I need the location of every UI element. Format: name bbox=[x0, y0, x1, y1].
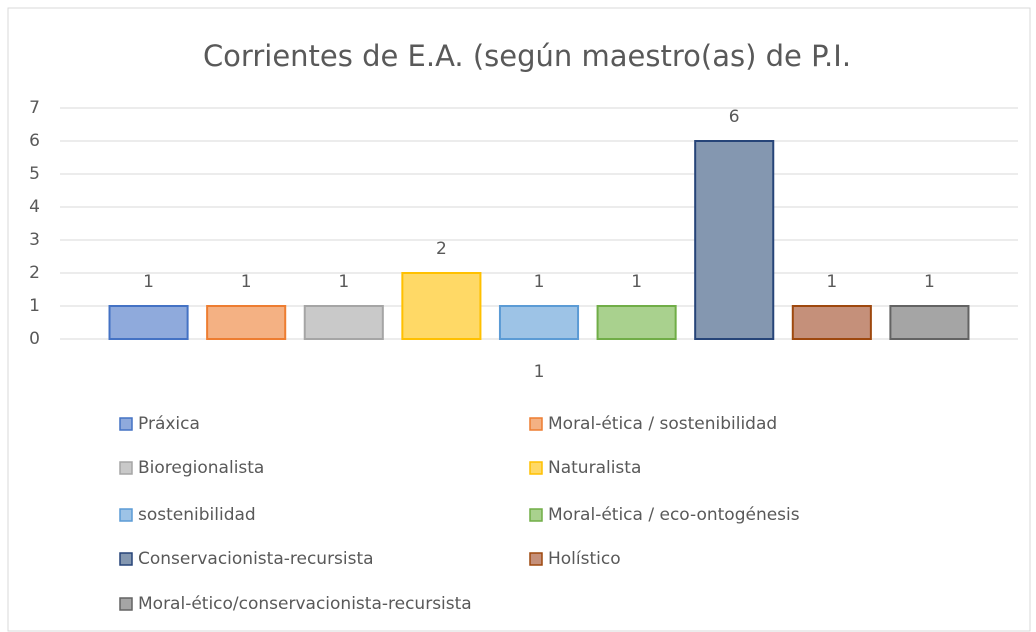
legend-swatch bbox=[119, 461, 133, 475]
data-label: 6 bbox=[729, 107, 740, 127]
x-tick-label: 1 bbox=[534, 362, 545, 382]
y-tick-label: 7 bbox=[29, 98, 40, 118]
bar bbox=[498, 305, 580, 340]
y-tick-label: 6 bbox=[29, 131, 40, 151]
data-label: 2 bbox=[436, 239, 447, 259]
bar bbox=[401, 272, 482, 340]
data-label: 1 bbox=[826, 272, 837, 292]
data-label: 1 bbox=[534, 272, 545, 292]
legend-swatch bbox=[529, 417, 543, 431]
data-label: 1 bbox=[143, 272, 154, 292]
bar bbox=[791, 305, 872, 340]
bar bbox=[108, 305, 189, 340]
y-tick-label: 3 bbox=[29, 230, 40, 250]
legend-label: Naturalista bbox=[548, 458, 641, 478]
legend-swatch bbox=[529, 461, 543, 475]
bar bbox=[303, 305, 384, 340]
data-label: 1 bbox=[241, 272, 252, 292]
data-label: 1 bbox=[338, 272, 349, 292]
bar bbox=[206, 305, 287, 340]
legend-label: Moral-ético/conservacionista-recursista bbox=[138, 594, 472, 614]
y-tick-label: 1 bbox=[29, 296, 40, 316]
y-tick-label: 5 bbox=[29, 164, 40, 184]
legend-swatch bbox=[119, 597, 133, 611]
legend-swatch bbox=[119, 552, 133, 566]
legend-swatch bbox=[119, 417, 133, 431]
legend-label: Conservacionista-recursista bbox=[138, 549, 374, 569]
legend-swatch bbox=[529, 552, 543, 566]
legend-label: Bioregionalista bbox=[138, 458, 264, 478]
y-tick-label: 2 bbox=[29, 263, 40, 283]
legend-label: Práxica bbox=[138, 414, 200, 434]
bar bbox=[596, 305, 677, 340]
legend-label: sostenibilidad bbox=[138, 505, 256, 525]
data-label: 1 bbox=[924, 272, 935, 292]
data-label: 1 bbox=[631, 272, 642, 292]
legend-swatch bbox=[119, 508, 133, 522]
y-tick-label: 0 bbox=[29, 329, 40, 349]
legend-label: Moral-ética / eco-ontogénesis bbox=[548, 505, 800, 525]
legend-label: Moral-ética / sostenibilidad bbox=[548, 414, 777, 434]
legend-swatch bbox=[529, 508, 543, 522]
bar bbox=[889, 305, 970, 340]
y-tick-label: 4 bbox=[29, 197, 40, 217]
legend-label: Holístico bbox=[548, 549, 621, 569]
bar bbox=[694, 140, 775, 340]
chart-title: Corrientes de E.A. (según maestro(as) de… bbox=[203, 39, 851, 73]
